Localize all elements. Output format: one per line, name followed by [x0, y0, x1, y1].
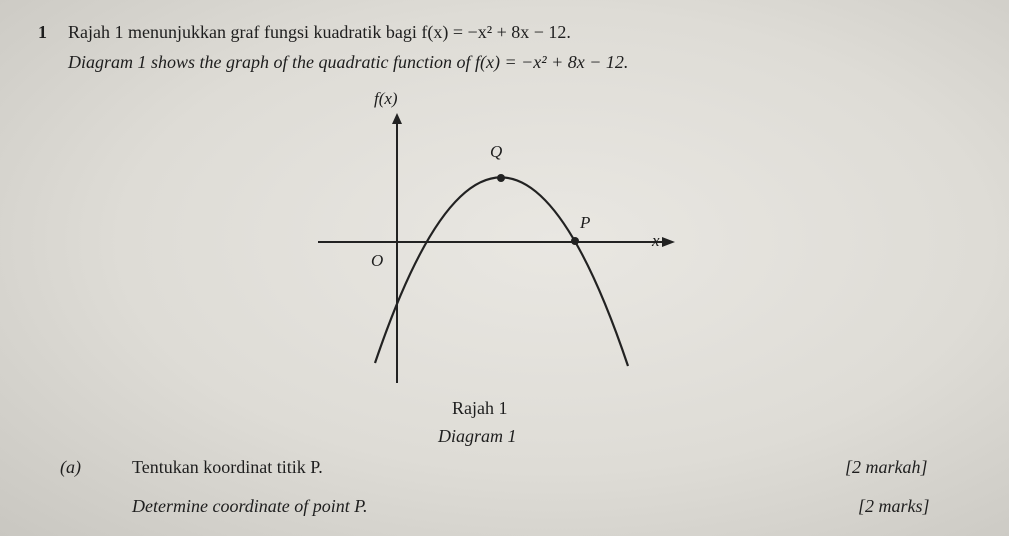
marks-english: [2 marks] — [858, 496, 930, 516]
part-label: (a) — [60, 457, 81, 477]
y-arrow — [392, 113, 402, 124]
y-axis-label: f(x) — [374, 89, 398, 108]
question-number: 1 — [38, 22, 47, 42]
point-q — [497, 174, 505, 182]
point-p — [571, 237, 579, 245]
x-axis-label: x — [651, 231, 660, 250]
marks-malay: [2 markah] — [845, 457, 928, 477]
part-text-english: Determine coordinate of point P. — [132, 496, 368, 516]
stem-malay: Rajah 1 menunjukkan graf fungsi kuadrati… — [68, 22, 571, 42]
part-text-malay: Tentukan koordinat titik P. — [132, 457, 323, 477]
parabola — [373, 176, 630, 367]
origin-label: O — [371, 251, 383, 270]
caption-malay: Rajah 1 — [452, 398, 508, 418]
x-arrow — [662, 237, 675, 247]
caption-english: Diagram 1 — [438, 426, 517, 446]
q-label: Q — [490, 142, 502, 161]
p-label: P — [579, 213, 590, 232]
stem-english: Diagram 1 shows the graph of the quadrat… — [68, 52, 629, 72]
